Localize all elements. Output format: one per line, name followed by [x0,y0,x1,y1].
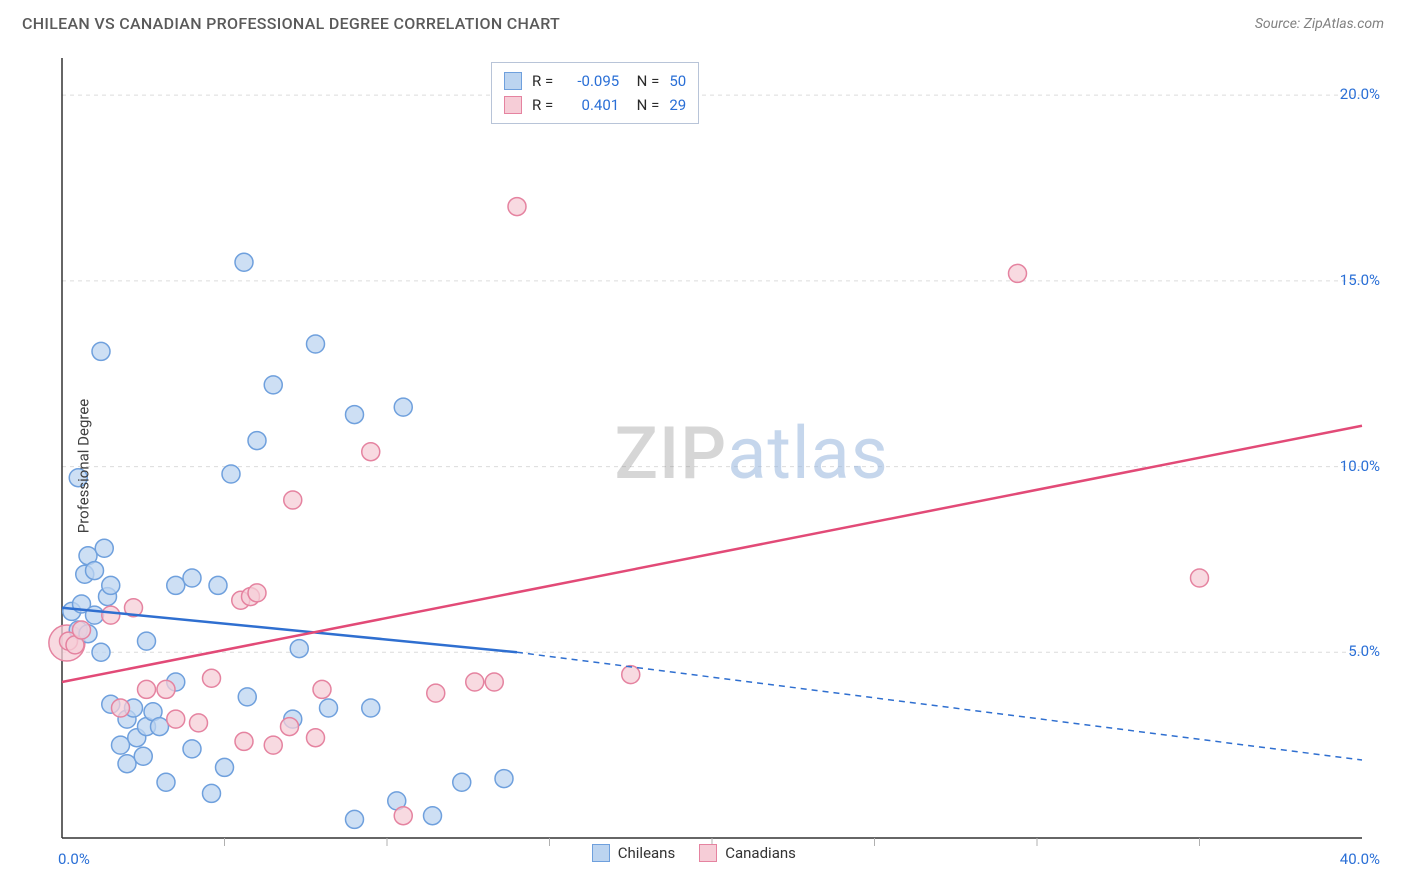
data-point [73,621,91,639]
data-point [313,680,331,698]
data-point [183,569,201,587]
chart-title: CHILEAN VS CANADIAN PROFESSIONAL DEGREE … [22,14,560,33]
data-point [427,684,445,702]
data-point [1191,569,1209,587]
data-point [248,584,266,602]
y-axis-label: Professional Degree [74,399,92,534]
data-point [92,342,110,360]
data-point [92,643,110,661]
data-point [485,673,503,691]
trend-line [62,608,517,653]
data-point [248,432,266,450]
trend-line-extrapolated [517,652,1362,760]
correlation-row: R = 0.401 N = 29 [504,93,686,117]
data-point [495,770,513,788]
data-point [167,576,185,594]
n-value: 29 [669,93,686,117]
data-point [209,576,227,594]
data-point [183,740,201,758]
data-point [86,562,104,580]
legend-label: Chileans [618,844,675,862]
data-point [466,673,484,691]
data-point [362,443,380,461]
r-value: -0.095 [563,69,619,93]
data-point [394,807,412,825]
data-point [95,539,113,557]
n-label: N = [629,69,659,93]
data-point [281,718,299,736]
n-value: 50 [669,69,686,93]
data-point [362,699,380,717]
data-point [138,680,156,698]
legend-swatch-icon [504,96,522,114]
data-point [203,669,221,687]
r-label: R = [532,93,553,117]
chart-area: Professional Degree ZIPatlas R =-0.095 N… [22,50,1384,882]
y-tick-label: 20.0% [1340,85,1380,103]
data-point [102,576,120,594]
data-point [320,699,338,717]
data-point [508,198,526,216]
n-label: N = [629,93,659,117]
data-point [394,398,412,416]
data-point [284,491,302,509]
data-point [424,807,442,825]
data-point [138,632,156,650]
trend-line [62,426,1362,682]
data-point [118,755,136,773]
correlation-legend-box: R = -0.095 N = 50 R = 0.401 N = 29 [491,62,699,124]
data-point [112,699,130,717]
legend-item: Canadians [699,844,796,862]
scatter-chart [22,50,1384,882]
data-point [235,253,253,271]
x-tick-label: 40.0% [1340,850,1380,868]
data-point [290,640,308,658]
r-label: R = [532,69,553,93]
data-point [134,747,152,765]
data-point [235,732,253,750]
y-tick-label: 5.0% [1348,642,1380,660]
data-point [346,406,364,424]
chart-header: CHILEAN VS CANADIAN PROFESSIONAL DEGREE … [0,0,1406,45]
data-point [151,718,169,736]
data-point [264,736,282,754]
y-tick-label: 15.0% [1340,271,1380,289]
data-point [216,758,234,776]
legend-label: Canadians [725,844,796,862]
x-tick-label: 0.0% [58,850,90,868]
data-point [238,688,256,706]
data-point [167,710,185,728]
data-point [453,773,471,791]
data-point [222,465,240,483]
legend-swatch-icon [699,844,717,862]
chart-source: Source: ZipAtlas.com [1255,16,1384,32]
legend-item: Chileans [592,844,675,862]
data-point [346,810,364,828]
data-point [112,736,130,754]
series-legend: Chileans Canadians [592,844,796,862]
data-point [264,376,282,394]
data-point [1009,264,1027,282]
legend-swatch-icon [592,844,610,862]
data-point [190,714,208,732]
data-point [203,784,221,802]
legend-swatch-icon [504,72,522,90]
correlation-row: R = -0.095 N = 50 [504,69,686,93]
data-point [157,680,175,698]
data-point [86,606,104,624]
y-tick-label: 10.0% [1340,457,1380,475]
data-point [307,729,325,747]
data-point [307,335,325,353]
r-value: 0.401 [563,93,619,117]
data-point [157,773,175,791]
data-point [102,606,120,624]
